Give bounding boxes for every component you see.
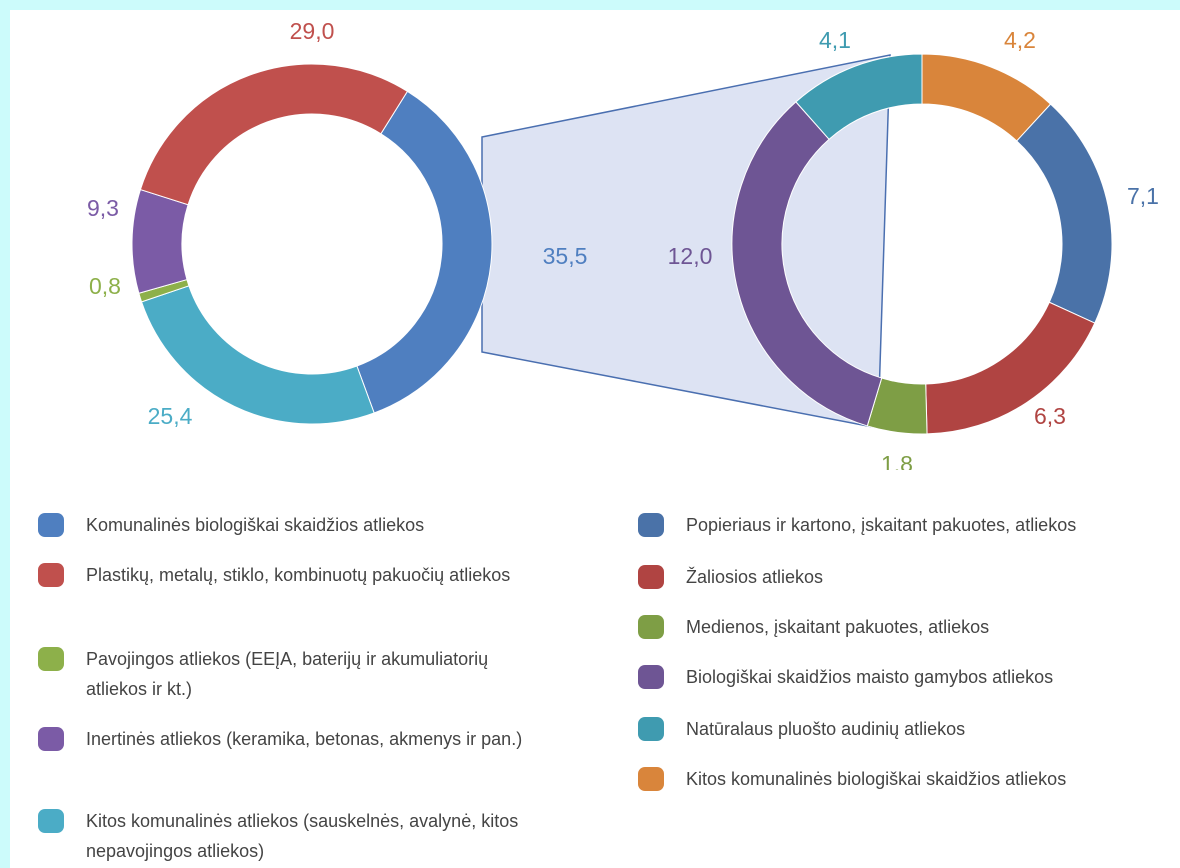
- legend-item: Medienos, įskaitant pakuotes, atliekos: [638, 612, 1178, 642]
- legend-swatch: [38, 727, 64, 751]
- legend-label: Biologiškai skaidžios maisto gamybos atl…: [686, 667, 1054, 687]
- legend-swatch: [638, 565, 664, 589]
- chart: 35,5 29,0 0,8 9,3 25,4 7,1 6,3 1,8 12,0 4,1 4,2: [87, 18, 1159, 470]
- legend-label: Medienos, įskaitant pakuotes, atliekos: [686, 617, 990, 637]
- legend-swatch: [638, 615, 664, 639]
- legend-item: Kitos komunalinės atliekos (sauskelnės, …: [38, 806, 558, 866]
- legend-label: Popieriaus ir kartono, įskaitant pakuote…: [686, 515, 1077, 535]
- legend-swatch: [638, 767, 664, 791]
- legend-label: Plastikų, metalų, stiklo, kombinuotų pak…: [86, 565, 511, 585]
- legend-swatch: [38, 513, 64, 537]
- value-label: 35,5: [543, 243, 588, 269]
- donut-segment: [1016, 103, 1113, 324]
- legend-swatch: [38, 809, 64, 833]
- value-label: 9,3: [87, 195, 119, 221]
- legend-label: Kitos komunalinės atliekos (sauskelnės, …: [86, 811, 519, 861]
- donut-segment: [139, 63, 409, 206]
- legend-item: Natūralaus pluošto audinių atliekos: [638, 714, 1178, 744]
- value-label: 7,1: [1127, 183, 1159, 209]
- legend-item: Biologiškai skaidžios maisto gamybos atl…: [638, 662, 1178, 692]
- value-label: 25,4: [148, 403, 193, 429]
- legend-swatch: [38, 563, 64, 587]
- legend-label: Žaliosios atliekos: [686, 567, 824, 587]
- legend-swatch: [638, 513, 664, 537]
- value-label: 0,8: [89, 273, 121, 299]
- value-label: 4,2: [1004, 27, 1036, 53]
- donut-segment: [731, 101, 883, 427]
- legend-label: Pavojingos atliekos (EEĮA, baterijų ir a…: [86, 649, 489, 699]
- legend-swatch: [38, 647, 64, 671]
- legend-item: Komunalinės biologiškai skaidžios atliek…: [38, 510, 558, 540]
- donut-segment: [356, 90, 493, 414]
- legend-swatch: [638, 717, 664, 741]
- legend-item: Žaliosios atliekos: [638, 562, 1178, 592]
- legend-label: Kitos komunalinės biologiškai skaidžios …: [686, 769, 1067, 789]
- legend-item: Plastikų, metalų, stiklo, kombinuotų pak…: [38, 560, 558, 590]
- legend-label: Inertinės atliekos (keramika, betonas, a…: [86, 729, 523, 749]
- legend-item: Kitos komunalinės biologiškai skaidžios …: [638, 764, 1178, 794]
- value-label: 12,0: [668, 243, 713, 269]
- value-label: 4,1: [819, 27, 851, 53]
- legend-item: Pavojingos atliekos (EEĮA, baterijų ir a…: [38, 644, 558, 704]
- value-label: 6,3: [1034, 403, 1066, 429]
- legend-item: Inertinės atliekos (keramika, betonas, a…: [38, 724, 558, 754]
- donut-segment: [795, 53, 923, 140]
- legend-item: Popieriaus ir kartono, įskaitant pakuote…: [638, 510, 1178, 540]
- legend-swatch: [638, 665, 664, 689]
- value-label: 1,8: [881, 451, 913, 470]
- donut-segment: [925, 301, 1096, 435]
- legend-label: Natūralaus pluošto audinių atliekos: [686, 719, 966, 739]
- legend-label: Komunalinės biologiškai skaidžios atliek…: [86, 515, 425, 535]
- value-label: 29,0: [290, 18, 335, 44]
- donut-segment: [131, 188, 189, 294]
